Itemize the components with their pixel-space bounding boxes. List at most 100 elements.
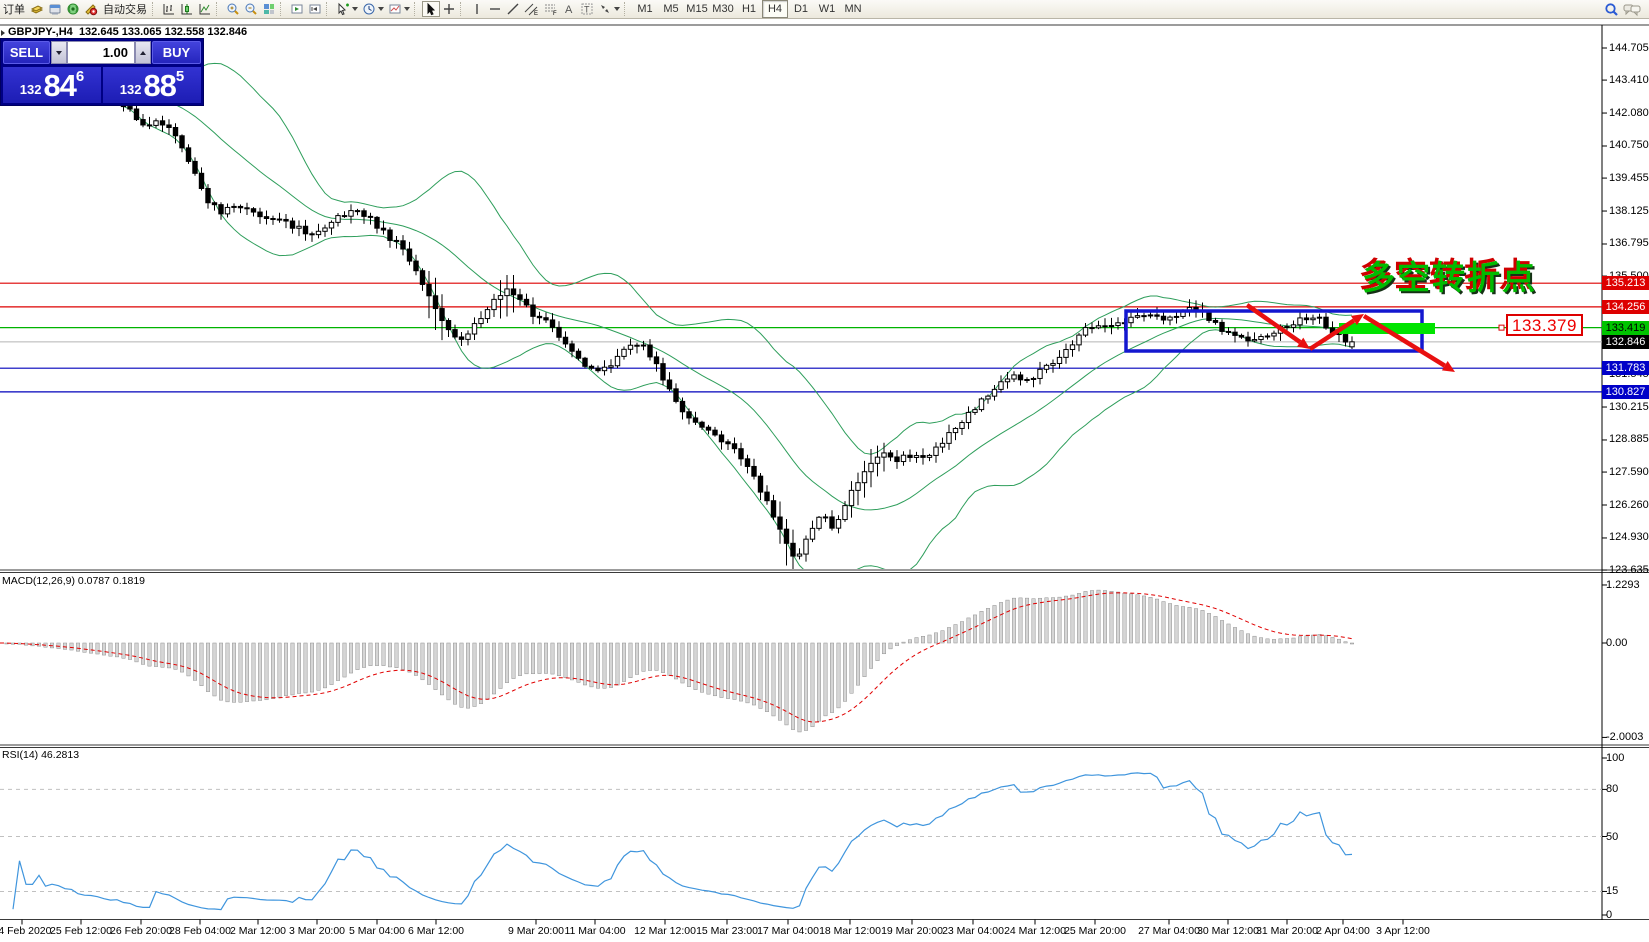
price-tick-label: 126.260 bbox=[1609, 498, 1649, 511]
volume-decrease-button[interactable] bbox=[51, 41, 67, 64]
timeframe-MN[interactable]: MN bbox=[844, 3, 862, 15]
price-tick-label: 142.080 bbox=[1609, 106, 1649, 119]
new-order-icon[interactable] bbox=[28, 1, 46, 17]
dropdown-caret bbox=[378, 7, 384, 11]
callout-anchor bbox=[1498, 324, 1505, 331]
broadcast-icon[interactable] bbox=[64, 1, 82, 17]
price-tick-label: 128.885 bbox=[1609, 433, 1649, 446]
tile-windows-icon[interactable] bbox=[260, 1, 278, 17]
time-axis-label: 3 Mar 20:00 bbox=[288, 925, 346, 937]
symbol-search-icon[interactable] bbox=[1602, 1, 1621, 17]
timeframe-M30[interactable]: M30 bbox=[712, 3, 734, 15]
rsi-tick-label: 0 bbox=[1606, 909, 1613, 921]
buy-price[interactable]: 132 88 5 bbox=[103, 67, 201, 103]
add-indicator-icon[interactable] bbox=[334, 1, 360, 17]
crosshair-tool-icon[interactable] bbox=[440, 1, 458, 17]
bollinger-bands bbox=[123, 62, 1353, 569]
time-axis-label: 2 Apr 04:00 bbox=[1316, 925, 1370, 937]
timeframe-D1[interactable]: D1 bbox=[793, 3, 809, 15]
panel-frames bbox=[0, 24, 1649, 925]
channel-tool-icon[interactable]: E bbox=[522, 1, 541, 17]
svg-text:F: F bbox=[553, 11, 557, 16]
symbol-marker-icon bbox=[1, 30, 5, 36]
time-axis-label: 25 Feb 12:00 bbox=[50, 925, 112, 937]
buy-price-major: 132 bbox=[119, 82, 142, 97]
time-axis-label: 19 Mar 20:00 bbox=[881, 925, 943, 937]
trendline-tool-icon[interactable] bbox=[504, 1, 522, 17]
annotation-text-cn: 多空转折点 bbox=[1362, 259, 1537, 296]
strategy-tester-icon[interactable] bbox=[288, 1, 306, 17]
toolbar: 订单 自动交易 bbox=[0, 0, 1649, 19]
toolbar-separator bbox=[216, 2, 222, 16]
toolbar-separator bbox=[624, 2, 630, 16]
new-order-label[interactable]: 订单 bbox=[3, 4, 25, 16]
cursor-tool-icon[interactable] bbox=[422, 1, 440, 17]
period-clock-icon[interactable] bbox=[360, 1, 386, 17]
text-tool-icon[interactable]: A bbox=[560, 1, 578, 17]
sell-price-major: 132 bbox=[19, 82, 42, 97]
timeframe-H4[interactable]: H4 bbox=[762, 0, 788, 18]
time-axis-label: 15 Mar 23:00 bbox=[696, 925, 758, 937]
time-axis-label: 2 Mar 12:00 bbox=[229, 925, 287, 937]
macd-tick-label: -2.0003 bbox=[1606, 731, 1644, 744]
candlestick-chart-icon[interactable] bbox=[178, 1, 196, 17]
vertical-line-tool-icon[interactable] bbox=[468, 1, 486, 17]
macd-signal-line bbox=[0, 592, 1353, 723]
price-tick-label: 144.705 bbox=[1609, 41, 1649, 54]
candles bbox=[0, 61, 1355, 569]
price-tick-label: 123.635 bbox=[1609, 563, 1649, 576]
time-axis-label: 24 Mar 12:00 bbox=[1004, 925, 1066, 937]
autotrading-icon[interactable] bbox=[82, 1, 100, 17]
text-label-tool-icon[interactable]: T bbox=[578, 1, 596, 17]
fibonacci-tool-icon[interactable]: F bbox=[541, 1, 560, 17]
volume-increase-button[interactable] bbox=[135, 41, 151, 64]
buy-button[interactable]: BUY bbox=[152, 41, 201, 64]
price-badge: 131.783 bbox=[1602, 361, 1649, 376]
rsi-label: RSI(14) 46.2813 bbox=[2, 749, 80, 761]
one-click-trading-panel: SELL 1.00 BUY 132 84 6 132 88 5 bbox=[0, 38, 204, 106]
horizontal-line-tool-icon[interactable] bbox=[486, 1, 504, 17]
time-axis-label: 5 Mar 04:00 bbox=[348, 925, 406, 937]
price-tick-label: 143.410 bbox=[1609, 73, 1649, 86]
template-icon[interactable] bbox=[386, 1, 412, 17]
step-back-icon[interactable] bbox=[306, 1, 324, 17]
price-tick-label: 127.590 bbox=[1609, 465, 1649, 478]
toolbar-separator bbox=[460, 2, 466, 16]
timeframe-H1[interactable]: H1 bbox=[741, 3, 757, 15]
time-axis-label: 26 Feb 20:00 bbox=[110, 925, 172, 937]
svg-text:E: E bbox=[534, 11, 538, 16]
dropdown-caret bbox=[404, 7, 410, 11]
autotrading-label[interactable]: 自动交易 bbox=[103, 4, 147, 16]
timeframe-M1[interactable]: M1 bbox=[637, 3, 653, 15]
zoom-in-icon[interactable] bbox=[224, 1, 242, 17]
rsi-tick-label: 100 bbox=[1606, 752, 1625, 764]
time-axis-label: 28 Feb 04:00 bbox=[169, 925, 231, 937]
buy-price-point: 5 bbox=[175, 68, 185, 85]
chart-ohlc: 132.645 133.065 132.558 132.846 bbox=[78, 26, 248, 38]
timeframe-W1[interactable]: W1 bbox=[818, 3, 836, 15]
volume-input[interactable]: 1.00 bbox=[67, 41, 135, 64]
chat-icon[interactable] bbox=[1621, 1, 1643, 17]
price-tick-label: 130.215 bbox=[1609, 400, 1649, 413]
sell-button[interactable]: SELL bbox=[3, 41, 50, 64]
price-badge: 133.419 bbox=[1602, 320, 1649, 335]
arrows-tool-icon[interactable] bbox=[596, 1, 622, 17]
time-axis-label: 24 Feb 2020 bbox=[0, 925, 52, 937]
macd-tick-label: 0.00 bbox=[1606, 637, 1628, 649]
time-axis-label: 25 Mar 20:00 bbox=[1064, 925, 1126, 937]
toolbar-separator bbox=[326, 2, 332, 16]
zoom-out-icon[interactable] bbox=[242, 1, 260, 17]
time-axis-label: 11 Mar 04:00 bbox=[564, 925, 626, 937]
sell-price[interactable]: 132 84 6 bbox=[3, 67, 101, 103]
terminal-icon[interactable] bbox=[46, 1, 64, 17]
timeframe-M15[interactable]: M15 bbox=[686, 3, 708, 15]
bar-chart-icon[interactable] bbox=[160, 1, 178, 17]
line-chart-icon[interactable] bbox=[196, 1, 214, 17]
bollinger-upper bbox=[123, 62, 1353, 455]
timeframe-M5[interactable]: M5 bbox=[663, 3, 679, 15]
toolbar-separator bbox=[414, 2, 420, 16]
svg-text:A: A bbox=[565, 4, 573, 16]
time-axis-label: 27 Mar 04:00 bbox=[1138, 925, 1200, 937]
price-badge: 132.846 bbox=[1602, 334, 1649, 349]
